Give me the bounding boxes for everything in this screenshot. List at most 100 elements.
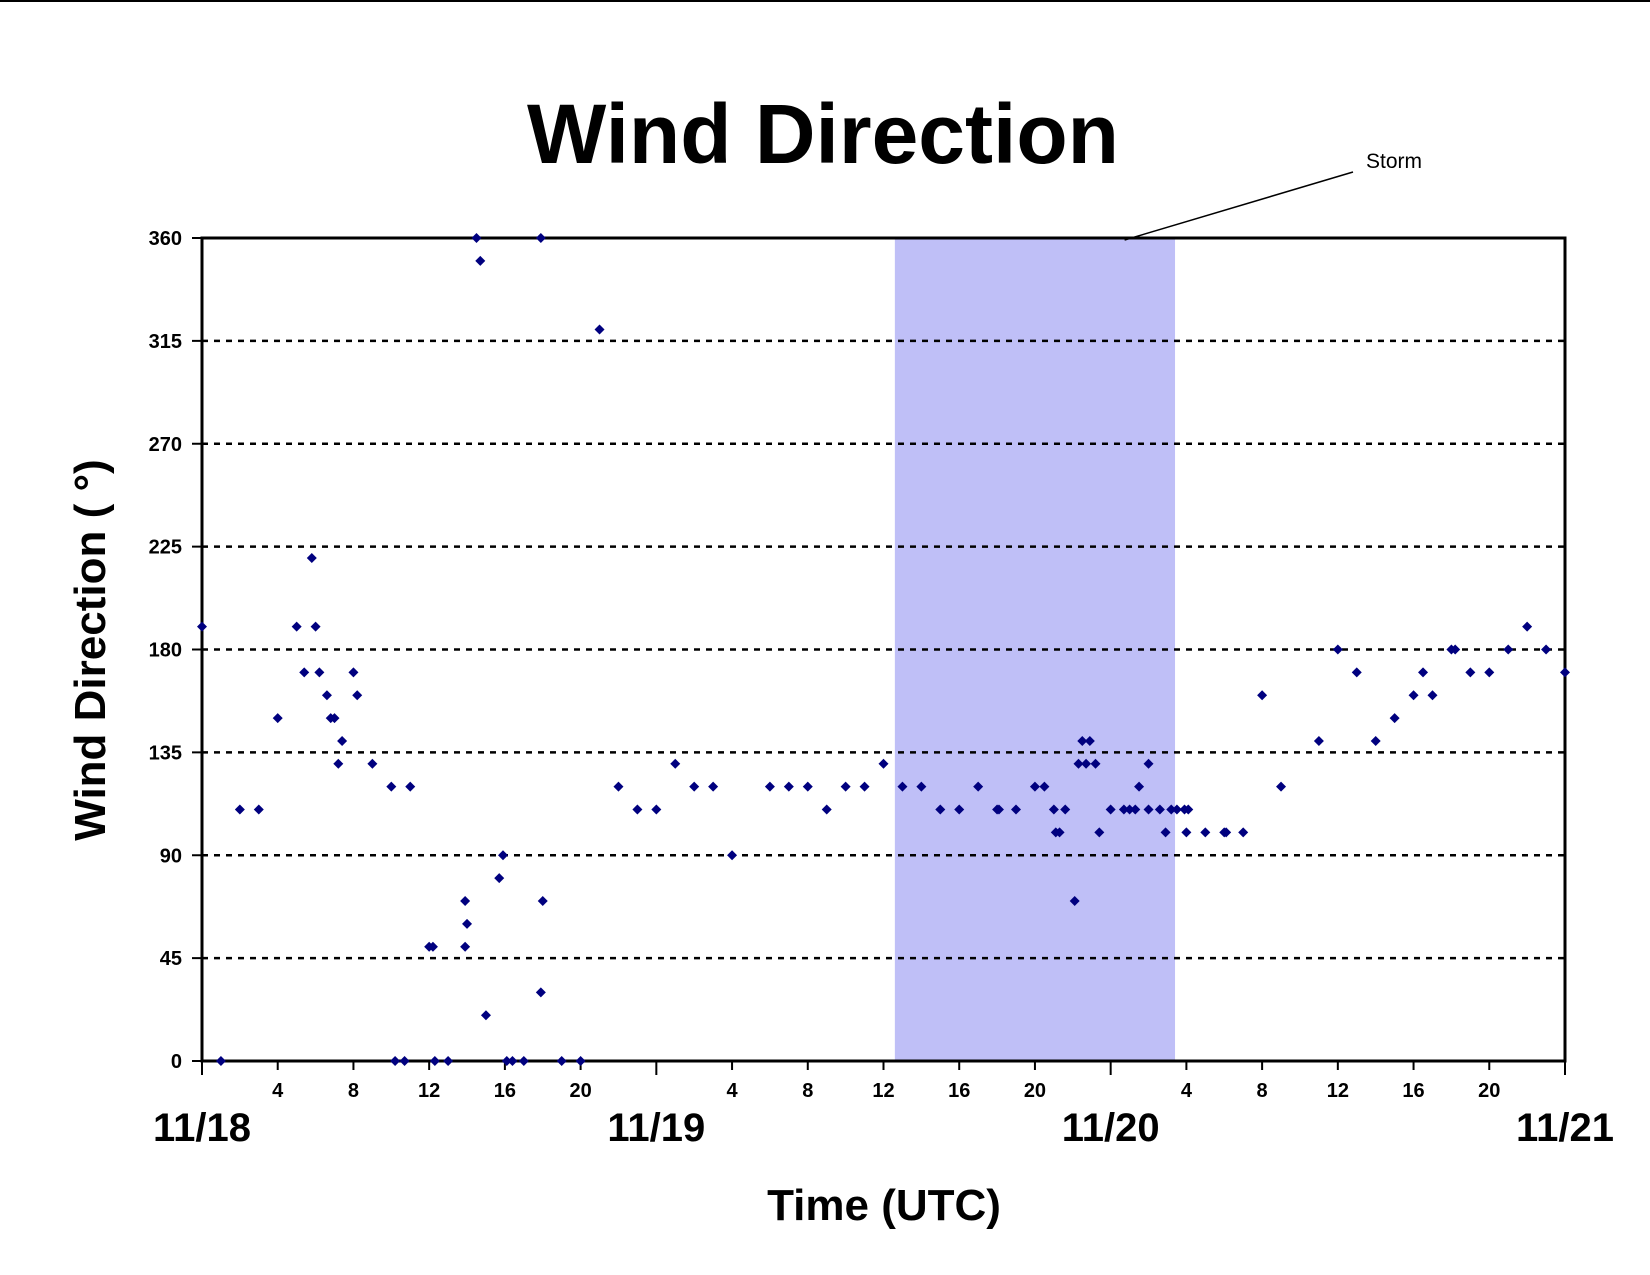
x-tick-label: 20 <box>569 1080 591 1102</box>
data-point <box>1238 827 1249 838</box>
data-point <box>537 895 548 906</box>
y-tick-label: 45 <box>160 948 182 970</box>
data-point <box>291 621 302 632</box>
x-tick-label: 4 <box>726 1080 738 1102</box>
data-point <box>352 690 363 701</box>
data-point <box>497 850 508 861</box>
data-point <box>272 713 283 724</box>
y-tick-label: 135 <box>149 742 182 764</box>
data-point <box>1134 781 1145 792</box>
data-point <box>1427 690 1438 701</box>
x-date-label: 11/20 <box>1062 1106 1160 1150</box>
data-point <box>480 1010 491 1021</box>
y-tick-label: 0 <box>171 1051 182 1073</box>
data-point <box>764 781 775 792</box>
data-point <box>802 781 813 792</box>
data-points <box>197 233 1570 1066</box>
data-point <box>471 233 482 243</box>
x-tick-label: 16 <box>1402 1080 1424 1102</box>
data-point <box>443 1056 454 1066</box>
data-point <box>1332 644 1343 655</box>
data-point <box>1011 804 1022 815</box>
x-date-label: 11/21 <box>1516 1106 1614 1150</box>
data-point <box>1313 735 1324 746</box>
data-point <box>1077 735 1088 746</box>
x-tick-label: 16 <box>948 1080 970 1102</box>
data-point <box>1522 621 1533 632</box>
data-point <box>651 804 662 815</box>
data-point <box>1081 758 1092 769</box>
storm-annotation-leader-line <box>1124 171 1354 241</box>
data-point <box>215 1056 226 1066</box>
data-point <box>1054 827 1065 838</box>
data-point <box>253 804 264 815</box>
x-tick-label: 4 <box>1181 1080 1193 1102</box>
data-point <box>897 781 908 792</box>
data-point <box>1171 804 1182 815</box>
data-point <box>501 1056 512 1066</box>
data-point <box>1105 804 1116 815</box>
data-point <box>1450 644 1461 655</box>
data-point <box>429 1056 440 1066</box>
x-tick-label: 20 <box>1478 1080 1500 1102</box>
data-point <box>859 781 870 792</box>
data-point <box>367 758 378 769</box>
data-point <box>390 1056 401 1066</box>
x-tick-label: 16 <box>494 1080 516 1102</box>
y-axis-title: Wind Direction ( °) <box>66 459 115 840</box>
data-point <box>954 804 965 815</box>
storm-annotation: Storm <box>1124 150 1422 241</box>
data-point <box>916 781 927 792</box>
x-date-label: 11/19 <box>607 1106 705 1150</box>
data-point <box>1484 667 1495 678</box>
data-point <box>594 324 605 335</box>
data-point <box>348 667 359 678</box>
data-point <box>197 621 207 632</box>
data-point <box>1154 804 1165 815</box>
x-tick-label: 12 <box>418 1080 440 1102</box>
data-point <box>1118 804 1129 815</box>
data-point <box>1084 735 1095 746</box>
data-point <box>1073 758 1084 769</box>
data-point <box>783 781 794 792</box>
storm-annotation-label: Storm <box>1366 150 1422 173</box>
x-tick-label: 4 <box>272 1080 284 1102</box>
data-point <box>427 941 438 952</box>
data-point <box>1465 667 1476 678</box>
x-tick-label: 12 <box>1327 1080 1349 1102</box>
data-point <box>1060 804 1071 815</box>
data-point <box>575 1056 586 1066</box>
data-point <box>993 804 1004 815</box>
data-point <box>1370 735 1381 746</box>
data-point <box>1039 781 1050 792</box>
data-point <box>1029 781 1040 792</box>
data-point <box>1351 667 1362 678</box>
data-point <box>518 1056 529 1066</box>
data-point <box>321 690 332 701</box>
data-point <box>507 1056 518 1066</box>
data-point <box>1503 644 1514 655</box>
data-point <box>727 850 738 861</box>
data-point <box>1069 895 1080 906</box>
x-date-label: 11/18 <box>153 1106 251 1150</box>
y-tick-label: 90 <box>160 845 182 867</box>
data-point <box>337 735 348 746</box>
data-point <box>935 804 946 815</box>
y-tick-label: 225 <box>149 537 182 559</box>
gridlines <box>202 339 1565 960</box>
data-point <box>1276 781 1287 792</box>
x-tick-label: 8 <box>802 1080 813 1102</box>
data-point <box>299 667 310 678</box>
data-point <box>1389 713 1400 724</box>
data-point <box>1094 827 1105 838</box>
data-point <box>1130 804 1141 815</box>
data-point <box>1257 690 1268 701</box>
x-tick-label: 8 <box>348 1080 359 1102</box>
data-point <box>333 758 344 769</box>
data-point <box>1418 667 1429 678</box>
data-point <box>1166 804 1177 815</box>
data-point <box>613 781 624 792</box>
data-point <box>462 918 473 929</box>
